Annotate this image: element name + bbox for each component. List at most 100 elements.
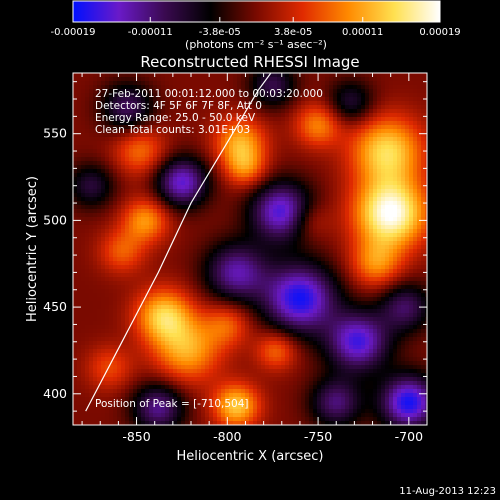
heatmap-cell [265, 385, 270, 390]
heatmap-cell [77, 273, 82, 278]
heatmap-cell [233, 113, 238, 118]
heatmap-cell [209, 157, 214, 162]
heatmap-cell [161, 381, 166, 386]
heatmap-cell [113, 97, 118, 102]
heatmap-cell [245, 169, 250, 174]
heatmap-cell [297, 141, 302, 146]
heatmap-cell [213, 233, 218, 238]
heatmap-cell [73, 229, 78, 234]
heatmap-cell [169, 409, 174, 414]
heatmap-cell [137, 369, 142, 374]
heatmap-cell [105, 181, 110, 186]
heatmap-cell [97, 209, 102, 214]
heatmap-cell [281, 409, 286, 414]
heatmap-cell [105, 249, 110, 254]
heatmap-cell [205, 165, 210, 170]
heatmap-cell [185, 221, 190, 226]
heatmap-cell [221, 197, 226, 202]
heatmap-cell [161, 249, 166, 254]
heatmap-cell [177, 201, 182, 206]
heatmap-cell [189, 121, 194, 126]
heatmap-cell [173, 145, 178, 150]
heatmap-cell [213, 185, 218, 190]
heatmap-cell [185, 341, 190, 346]
heatmap-cell [101, 85, 106, 90]
heatmap-cell [185, 225, 190, 230]
heatmap-cell [133, 205, 138, 210]
heatmap-cell [81, 249, 86, 254]
heatmap-cell [189, 377, 194, 382]
heatmap-cell [121, 397, 126, 402]
heatmap-cell [293, 137, 298, 142]
heatmap-cell [125, 173, 130, 178]
heatmap-cell [101, 265, 106, 270]
heatmap-cell [177, 233, 182, 238]
heatmap-cell [121, 221, 126, 226]
heatmap-cell [265, 377, 270, 382]
heatmap-cell [293, 389, 298, 394]
heatmap-cell [185, 285, 190, 290]
heatmap-cell [185, 197, 190, 202]
heatmap-cell [197, 161, 202, 166]
heatmap-cell [213, 245, 218, 250]
heatmap-cell [101, 301, 106, 306]
heatmap-cell [257, 197, 262, 202]
heatmap-cell [101, 133, 106, 138]
heatmap-cell [173, 353, 178, 358]
heatmap-cell [261, 373, 266, 378]
heatmap-cell [153, 233, 158, 238]
heatmap-cell [281, 325, 286, 330]
heatmap-cell [93, 77, 98, 82]
heatmap-cell [221, 277, 226, 282]
heatmap-cell [185, 373, 190, 378]
heatmap-cell [201, 249, 206, 254]
heatmap-cell [185, 181, 190, 186]
heatmap-cell [177, 141, 182, 146]
heatmap-cell [185, 241, 190, 246]
heatmap-cell [165, 221, 170, 226]
heatmap-cell [97, 105, 102, 110]
heatmap-cell [93, 169, 98, 174]
heatmap-cell [185, 97, 190, 102]
heatmap-cell [281, 209, 286, 214]
heatmap-cell [133, 349, 138, 354]
heatmap-cell [157, 401, 162, 406]
heatmap-cell [125, 221, 130, 226]
heatmap-cell [145, 421, 150, 425]
heatmap-cell [77, 141, 82, 146]
heatmap-cell [193, 133, 198, 138]
heatmap-cell [125, 177, 130, 182]
heatmap-cell [93, 177, 98, 182]
heatmap-cell [153, 169, 158, 174]
heatmap-cell [249, 321, 254, 326]
heatmap-cell [289, 325, 294, 330]
heatmap-cell [73, 181, 78, 186]
heatmap-cell [141, 297, 146, 302]
heatmap-cell [173, 245, 178, 250]
heatmap-cell [73, 373, 78, 378]
heatmap-cell [133, 401, 138, 406]
heatmap-cell [269, 153, 274, 158]
heatmap-cell [285, 373, 290, 378]
heatmap-cell [137, 325, 142, 330]
heatmap-cell [81, 85, 86, 90]
heatmap-cell [285, 365, 290, 370]
heatmap-cell [273, 165, 278, 170]
heatmap-cell [73, 325, 78, 330]
heatmap-cell [189, 389, 194, 394]
heatmap-cell [245, 273, 250, 278]
heatmap-cell [145, 89, 150, 94]
heatmap-cell [169, 109, 174, 114]
heatmap-cell [233, 125, 238, 130]
heatmap-cell [137, 385, 142, 390]
heatmap-cell [97, 205, 102, 210]
heatmap-cell [237, 265, 242, 270]
heatmap-cell [125, 281, 130, 286]
heatmap-cell [293, 329, 298, 334]
heatmap-cell [73, 217, 78, 222]
heatmap-cell [233, 293, 238, 298]
heatmap-cell [185, 353, 190, 358]
heatmap-cell [157, 249, 162, 254]
heatmap-cell [97, 257, 102, 262]
heatmap-cell [85, 201, 90, 206]
